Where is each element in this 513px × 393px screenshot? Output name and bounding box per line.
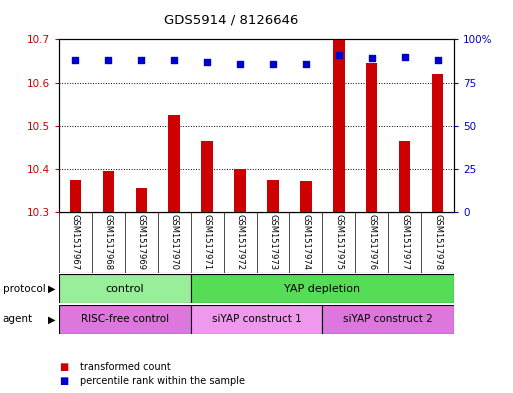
Bar <box>432 74 443 212</box>
Bar <box>366 63 378 212</box>
Text: GSM1517974: GSM1517974 <box>301 214 310 270</box>
Bar <box>168 115 180 212</box>
Bar <box>333 39 345 212</box>
Point <box>269 61 277 67</box>
Bar <box>103 171 114 212</box>
Text: GSM1517977: GSM1517977 <box>400 214 409 270</box>
Point <box>302 61 310 67</box>
Point <box>71 57 80 63</box>
Text: percentile rank within the sample: percentile rank within the sample <box>80 376 245 386</box>
Point <box>203 59 211 65</box>
Bar <box>135 189 147 212</box>
Bar <box>267 180 279 212</box>
Text: GDS5914 / 8126646: GDS5914 / 8126646 <box>164 14 298 27</box>
Bar <box>234 169 246 212</box>
Bar <box>202 141 213 212</box>
Text: siYAP construct 1: siYAP construct 1 <box>212 314 301 324</box>
Point <box>433 57 442 63</box>
Bar <box>59 274 191 303</box>
Bar <box>399 141 410 212</box>
Point <box>334 52 343 58</box>
Text: YAP depletion: YAP depletion <box>284 284 361 294</box>
Point <box>368 55 376 61</box>
Text: GSM1517968: GSM1517968 <box>104 214 113 270</box>
Point <box>104 57 112 63</box>
Text: RISC-free control: RISC-free control <box>81 314 169 324</box>
Text: GSM1517967: GSM1517967 <box>71 214 80 270</box>
Text: siYAP construct 2: siYAP construct 2 <box>343 314 433 324</box>
Bar <box>191 274 454 303</box>
Text: agent: agent <box>3 314 33 324</box>
Bar <box>191 305 322 334</box>
Point <box>137 57 145 63</box>
Text: GSM1517970: GSM1517970 <box>170 214 179 270</box>
Text: ▶: ▶ <box>48 284 55 294</box>
Text: GSM1517975: GSM1517975 <box>334 214 343 270</box>
Bar <box>322 305 454 334</box>
Bar <box>59 305 191 334</box>
Text: ■: ■ <box>59 376 68 386</box>
Text: ■: ■ <box>59 362 68 373</box>
Text: GSM1517973: GSM1517973 <box>268 214 278 270</box>
Text: protocol: protocol <box>3 284 45 294</box>
Bar <box>70 180 81 212</box>
Text: GSM1517976: GSM1517976 <box>367 214 376 270</box>
Text: ▶: ▶ <box>48 314 55 324</box>
Text: GSM1517972: GSM1517972 <box>235 214 245 270</box>
Text: GSM1517978: GSM1517978 <box>433 214 442 270</box>
Point <box>170 57 179 63</box>
Point <box>236 61 244 67</box>
Bar <box>300 181 311 212</box>
Text: transformed count: transformed count <box>80 362 170 373</box>
Point <box>401 53 409 60</box>
Text: GSM1517971: GSM1517971 <box>203 214 212 270</box>
Text: control: control <box>106 284 144 294</box>
Text: GSM1517969: GSM1517969 <box>137 214 146 270</box>
